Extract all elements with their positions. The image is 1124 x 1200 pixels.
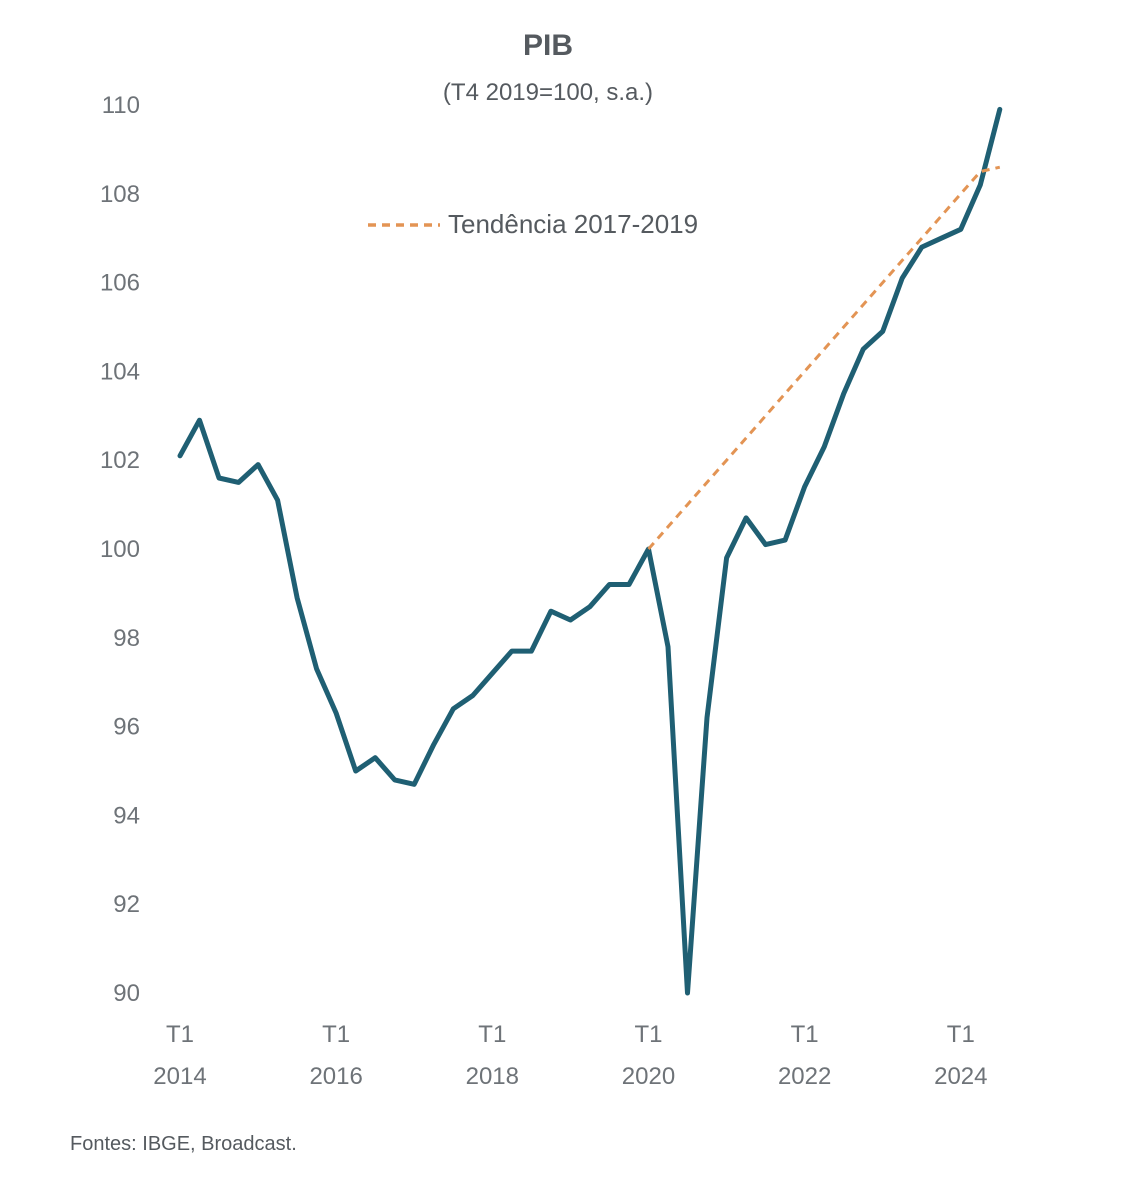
- x-tick-label-year: 2018: [466, 1063, 519, 1090]
- x-tick-label-quarter: T1: [166, 1021, 194, 1048]
- x-tick-label-quarter: T1: [478, 1021, 506, 1048]
- y-tick-label: 110: [102, 92, 140, 119]
- x-tick-label-quarter: T1: [634, 1021, 662, 1048]
- y-tick-label: 100: [100, 536, 140, 563]
- trend-series-line: [647, 165, 1001, 550]
- x-axis: T1 2014 T1 2016 T1 2018 T1 2020 T1 2022 T1 2024: [153, 1021, 987, 1090]
- y-tick-label: 106: [100, 270, 140, 297]
- y-tick-label: 96: [113, 714, 140, 741]
- chart-title: PIB: [523, 29, 573, 62]
- x-tick-label-year: 2020: [622, 1063, 675, 1090]
- x-tick-label-year: 2016: [309, 1063, 362, 1090]
- x-tick-label-year: 2024: [934, 1063, 987, 1090]
- x-tick-label-quarter: T1: [791, 1021, 819, 1048]
- x-tick-label-quarter: T1: [322, 1021, 350, 1048]
- y-tick-label: 102: [100, 447, 140, 474]
- x-tick-label-year: 2014: [153, 1063, 206, 1090]
- y-tick-label: 108: [100, 181, 140, 208]
- x-tick-label-year: 2022: [778, 1063, 831, 1090]
- y-tick-label: 94: [113, 802, 140, 829]
- legend-label-trend: Tendência 2017-2019: [448, 209, 698, 239]
- y-tick-label: 90: [113, 980, 140, 1007]
- y-axis: 90 92 94 96 98 100 102 104 106 108 110: [100, 92, 140, 1007]
- chart-subtitle: (T4 2019=100, s.a.): [443, 79, 653, 106]
- x-tick-label-quarter: T1: [947, 1021, 975, 1048]
- legend: Tendência 2017-2019: [368, 209, 698, 239]
- y-tick-label: 92: [113, 891, 140, 918]
- source-note: Fontes: IBGE, Broadcast.: [70, 1133, 297, 1155]
- y-tick-label: 104: [100, 358, 140, 385]
- pib-series-line: [177, 106, 1003, 996]
- plot-area: [177, 106, 1003, 996]
- y-tick-label: 98: [113, 625, 140, 652]
